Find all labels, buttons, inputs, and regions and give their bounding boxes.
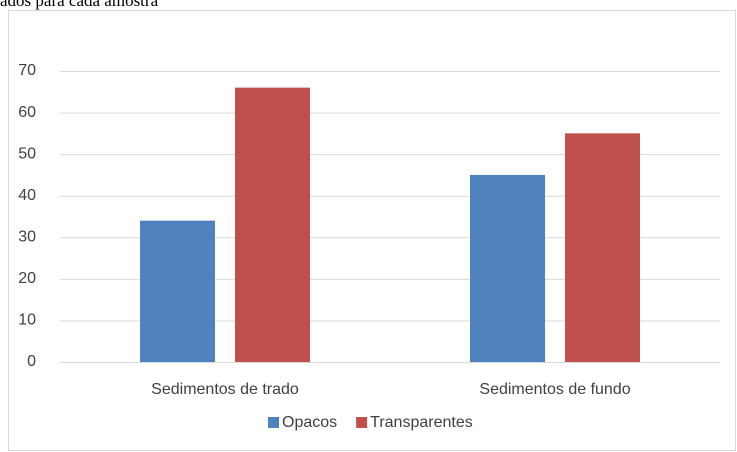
- y-tick-label: 20: [18, 270, 36, 287]
- bar: [470, 174, 545, 362]
- legend-swatch: [356, 417, 368, 428]
- y-tick-label: 10: [18, 312, 36, 329]
- legend-label: Transparentes: [370, 414, 473, 431]
- x-tick-label: Sedimentos de fundo: [479, 381, 630, 398]
- y-tick-label: 50: [18, 145, 36, 162]
- y-tick-label: 60: [18, 104, 36, 121]
- y-tick-label: 0: [27, 353, 36, 370]
- bar: [565, 133, 640, 362]
- bar: [235, 87, 310, 362]
- x-tick-label: Sedimentos de trado: [151, 381, 299, 398]
- legend-label: Opacos: [282, 414, 337, 431]
- bar: [140, 220, 215, 362]
- chart-title: ados para cada amostra: [0, 0, 159, 10]
- y-tick-label: 30: [18, 229, 36, 246]
- y-tick-label: 70: [18, 62, 36, 79]
- legend-swatch: [268, 417, 279, 428]
- y-tick-label: 40: [18, 187, 36, 204]
